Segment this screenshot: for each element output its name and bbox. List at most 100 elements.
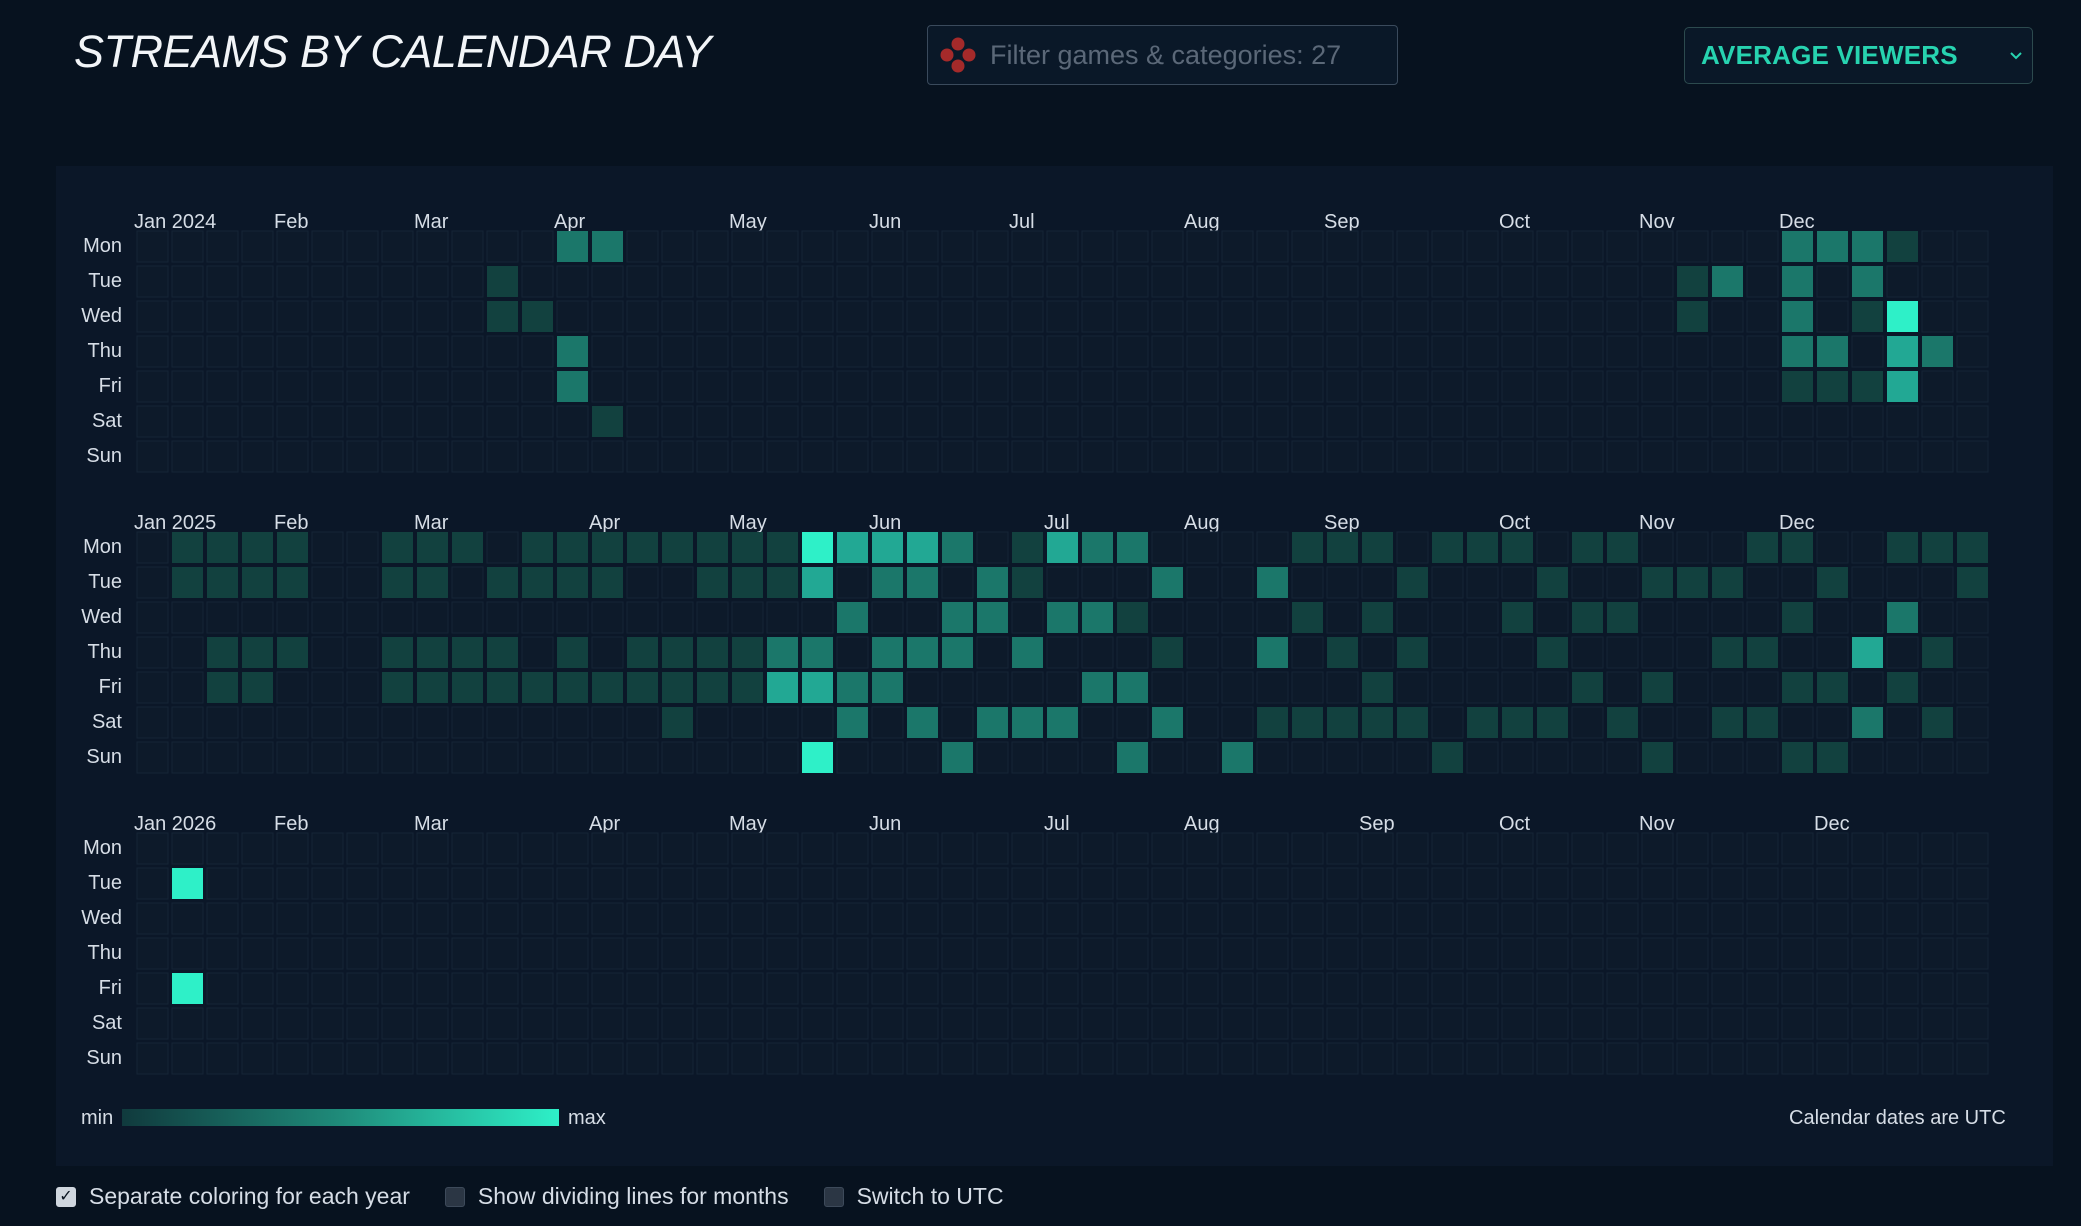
day-cell-empty bbox=[1326, 832, 1359, 865]
day-cell-empty bbox=[1571, 300, 1604, 333]
day-cell-empty bbox=[556, 265, 589, 298]
option-month-dividers[interactable]: Show dividing lines for months bbox=[444, 1183, 789, 1210]
day-cell-empty bbox=[381, 230, 414, 263]
day-cell-empty bbox=[626, 230, 659, 263]
day-cell-empty bbox=[1186, 832, 1219, 865]
filter-box[interactable] bbox=[927, 25, 1398, 85]
day-cell bbox=[1432, 742, 1463, 773]
day-cell-empty bbox=[1081, 405, 1114, 438]
day-cell-empty bbox=[1536, 405, 1569, 438]
checkbox-switch-utc[interactable] bbox=[823, 1186, 844, 1207]
day-cell-empty bbox=[1606, 405, 1639, 438]
checkbox-separate-coloring[interactable] bbox=[56, 1186, 76, 1207]
day-cell-empty bbox=[1291, 1007, 1324, 1040]
day-cell-empty bbox=[206, 706, 239, 739]
day-cell-empty bbox=[416, 440, 449, 473]
day-cell bbox=[977, 602, 1008, 633]
day-cell-empty bbox=[836, 636, 869, 669]
day-cell-empty bbox=[1256, 741, 1289, 774]
day-cell-empty bbox=[976, 440, 1009, 473]
day-cell-empty bbox=[1046, 937, 1079, 970]
month-label: Feb bbox=[274, 512, 308, 534]
filter-input[interactable] bbox=[988, 38, 1392, 72]
day-cell-empty bbox=[1186, 230, 1219, 263]
day-cell-empty bbox=[1466, 335, 1499, 368]
day-cell bbox=[557, 672, 588, 703]
day-cell-empty bbox=[1221, 867, 1254, 900]
day-cell-empty bbox=[976, 902, 1009, 935]
day-cell-empty bbox=[1291, 265, 1324, 298]
day-cell bbox=[557, 567, 588, 598]
day-cell-empty bbox=[346, 1042, 379, 1075]
day-cell-empty bbox=[1431, 867, 1464, 900]
day-cell-empty bbox=[171, 902, 204, 935]
day-cell-empty bbox=[1256, 265, 1289, 298]
day-cell-empty bbox=[276, 601, 309, 634]
day-cell-empty bbox=[416, 832, 449, 865]
day-cell-empty bbox=[136, 405, 169, 438]
day-cell-empty bbox=[311, 671, 344, 704]
day-cell-empty bbox=[871, 706, 904, 739]
day-cell bbox=[1712, 266, 1743, 297]
day-cell-empty bbox=[136, 1007, 169, 1040]
day-cell-empty bbox=[311, 636, 344, 669]
day-cell-empty bbox=[136, 671, 169, 704]
weekday-label: Wed bbox=[81, 907, 122, 929]
day-cell-empty bbox=[1711, 335, 1744, 368]
day-cell-empty bbox=[1746, 937, 1779, 970]
day-cell-empty bbox=[241, 1007, 274, 1040]
day-cell-empty bbox=[381, 937, 414, 970]
day-cell-empty bbox=[171, 832, 204, 865]
day-cell-empty bbox=[1501, 300, 1534, 333]
option-label: Switch to UTC bbox=[856, 1183, 1004, 1209]
option-switch-utc[interactable]: Switch to UTC bbox=[823, 1183, 1004, 1210]
day-cell-empty bbox=[1501, 972, 1534, 1005]
day-cell-empty bbox=[1046, 741, 1079, 774]
day-cell-empty bbox=[276, 440, 309, 473]
day-cell-empty bbox=[1536, 230, 1569, 263]
day-cell-empty bbox=[906, 370, 939, 403]
day-cell-empty bbox=[1361, 405, 1394, 438]
day-cell-empty bbox=[171, 300, 204, 333]
day-cell-empty bbox=[1536, 867, 1569, 900]
metric-select[interactable]: AVERAGE VIEWERS bbox=[1684, 27, 2033, 84]
day-cell-empty bbox=[1571, 706, 1604, 739]
day-cell-empty bbox=[696, 440, 729, 473]
day-cell-empty bbox=[381, 1042, 414, 1075]
option-separate-coloring[interactable]: Separate coloring for each year bbox=[56, 1183, 410, 1210]
day-cell-empty bbox=[1606, 741, 1639, 774]
day-cell-empty bbox=[661, 300, 694, 333]
day-cell-empty bbox=[591, 741, 624, 774]
day-cell-empty bbox=[276, 405, 309, 438]
checkbox-month-dividers[interactable] bbox=[444, 1186, 465, 1207]
day-cell-empty bbox=[1256, 867, 1289, 900]
day-cell-empty bbox=[941, 1007, 974, 1040]
weekday-label: Sat bbox=[92, 410, 122, 432]
day-cell-empty bbox=[1746, 867, 1779, 900]
day-cell-empty bbox=[136, 867, 169, 900]
day-cell-empty bbox=[206, 741, 239, 774]
day-cell-empty bbox=[416, 405, 449, 438]
day-cell-empty bbox=[556, 741, 589, 774]
day-cell-empty bbox=[1676, 1042, 1709, 1075]
day-cell bbox=[1222, 742, 1253, 773]
day-cell-empty bbox=[1221, 531, 1254, 564]
day-cell bbox=[802, 637, 833, 668]
day-cell bbox=[802, 532, 833, 563]
day-cell-empty bbox=[941, 230, 974, 263]
day-cell-empty bbox=[1501, 440, 1534, 473]
day-cell-empty bbox=[1151, 1042, 1184, 1075]
day-cell-empty bbox=[731, 741, 764, 774]
day-cell-empty bbox=[1291, 972, 1324, 1005]
day-cell bbox=[557, 371, 588, 402]
month-label: Sep bbox=[1324, 211, 1360, 233]
month-label: Aug bbox=[1184, 512, 1220, 534]
day-cell-empty bbox=[1116, 300, 1149, 333]
day-cell-empty bbox=[1851, 937, 1884, 970]
day-cell-empty bbox=[381, 335, 414, 368]
month-label: Apr bbox=[589, 512, 620, 534]
day-cell-empty bbox=[486, 405, 519, 438]
day-cell-empty bbox=[1151, 832, 1184, 865]
day-cell-empty bbox=[871, 370, 904, 403]
month-label: Mar bbox=[414, 211, 449, 233]
